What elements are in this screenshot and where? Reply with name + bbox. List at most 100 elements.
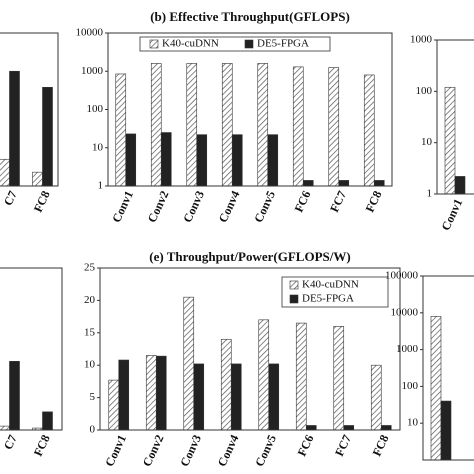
x-tick-label: FC6 <box>294 433 316 459</box>
x-tick-label: FC8 <box>31 189 53 215</box>
bar <box>363 74 375 187</box>
bar <box>305 425 317 431</box>
y-tick-label: 10000 <box>391 306 419 318</box>
bar <box>145 355 157 431</box>
x-tick-label: FC7 <box>327 189 349 215</box>
x-tick-label: FC6 <box>291 189 313 215</box>
bar <box>230 363 242 431</box>
bar <box>42 411 53 431</box>
bar <box>267 134 279 187</box>
legend-label: DE5-FPGA <box>257 38 309 50</box>
y-tick-label: 10 <box>407 417 419 429</box>
plot-frame <box>0 32 59 187</box>
bar <box>440 400 452 461</box>
legend-swatch <box>289 294 299 304</box>
x-tick-label: Conv1 <box>438 197 465 233</box>
y-tick-label: 100 <box>402 380 419 392</box>
y-tick-label: 100000 <box>385 270 419 282</box>
bar <box>150 63 162 187</box>
plot-frame <box>99 267 401 431</box>
x-tick-label: Conv2 <box>145 189 172 225</box>
y-tick-label: 1000 <box>410 34 433 46</box>
chart-title: (e) Throughput/Power(GFLOPS/W) <box>149 249 350 264</box>
bar <box>231 134 243 187</box>
legend-label: K40-cuDNN <box>302 279 359 291</box>
y-tick-label: 1 <box>98 180 104 192</box>
bar <box>196 134 208 187</box>
y-tick-label: 10000 <box>76 27 104 39</box>
bar <box>193 363 205 431</box>
bar <box>0 425 10 431</box>
x-tick-label: Conv3 <box>177 433 204 469</box>
x-tick-label: C7 <box>1 189 20 208</box>
x-tick-label: Conv3 <box>180 189 207 225</box>
bar <box>0 158 10 187</box>
bar <box>9 361 20 431</box>
bar <box>343 425 355 431</box>
bar <box>338 180 350 187</box>
bar <box>32 171 43 187</box>
bar <box>328 67 340 187</box>
bar <box>268 363 280 431</box>
y-tick-label: 20 <box>84 294 96 306</box>
plot-frame <box>422 275 474 461</box>
bar <box>333 326 345 431</box>
y-tick-label: 25 <box>84 262 96 274</box>
plot-frame <box>0 267 63 431</box>
bar <box>370 364 382 431</box>
x-tick-label: Conv5 <box>252 433 279 469</box>
legend-label: DE5-FPGA <box>302 293 354 305</box>
y-tick-label: 1000 <box>81 65 104 77</box>
y-tick-label: 1 <box>427 188 433 200</box>
x-tick-label: Conv1 <box>109 189 136 225</box>
y-tick-label: 15 <box>84 326 96 338</box>
bar <box>221 63 233 187</box>
bar <box>183 296 195 431</box>
x-tick-label: Conv5 <box>251 189 278 225</box>
y-tick-label: 100 <box>87 103 104 115</box>
y-tick-label: 10 <box>92 141 104 153</box>
bar <box>9 70 20 187</box>
y-tick-label: 1000 <box>396 343 419 355</box>
bar <box>160 132 172 187</box>
legend-swatch <box>289 280 299 290</box>
x-tick-label: Conv1 <box>102 433 129 469</box>
y-tick-label: 10 <box>84 359 96 371</box>
x-tick-label: FC8 <box>369 433 391 459</box>
plot-frame <box>436 39 474 195</box>
bar <box>115 73 127 187</box>
y-tick-label: 100 <box>416 85 433 97</box>
x-tick-label: C7 <box>1 433 20 452</box>
y-tick-label: 0 <box>90 424 96 436</box>
bar <box>373 180 385 187</box>
bar <box>186 63 198 187</box>
bar <box>118 359 130 431</box>
y-tick-label: 5 <box>90 391 96 403</box>
legend-swatch <box>244 39 254 49</box>
bar <box>220 338 232 431</box>
bar <box>295 322 307 431</box>
x-tick-label: FC7 <box>332 433 354 459</box>
bar <box>380 425 392 431</box>
bar <box>430 316 442 461</box>
bar <box>258 319 270 431</box>
bar <box>125 133 137 187</box>
plot-frame <box>107 32 393 187</box>
legend-box <box>139 36 331 52</box>
legend-swatch <box>149 39 159 49</box>
bar <box>257 63 269 187</box>
y-tick-label: 10 <box>421 136 433 148</box>
legend-label: K40-cuDNN <box>162 38 219 50</box>
bar <box>302 180 314 187</box>
x-tick-label: Conv4 <box>216 189 243 225</box>
bar <box>454 176 466 195</box>
x-tick-label: FC8 <box>31 433 53 459</box>
x-tick-label: Conv2 <box>140 433 167 469</box>
legend-box <box>281 276 389 308</box>
bar <box>444 86 456 195</box>
chart-title: (b) Effective Throughput(GFLOPS) <box>150 9 350 24</box>
bar <box>108 379 120 431</box>
bar <box>292 66 304 187</box>
